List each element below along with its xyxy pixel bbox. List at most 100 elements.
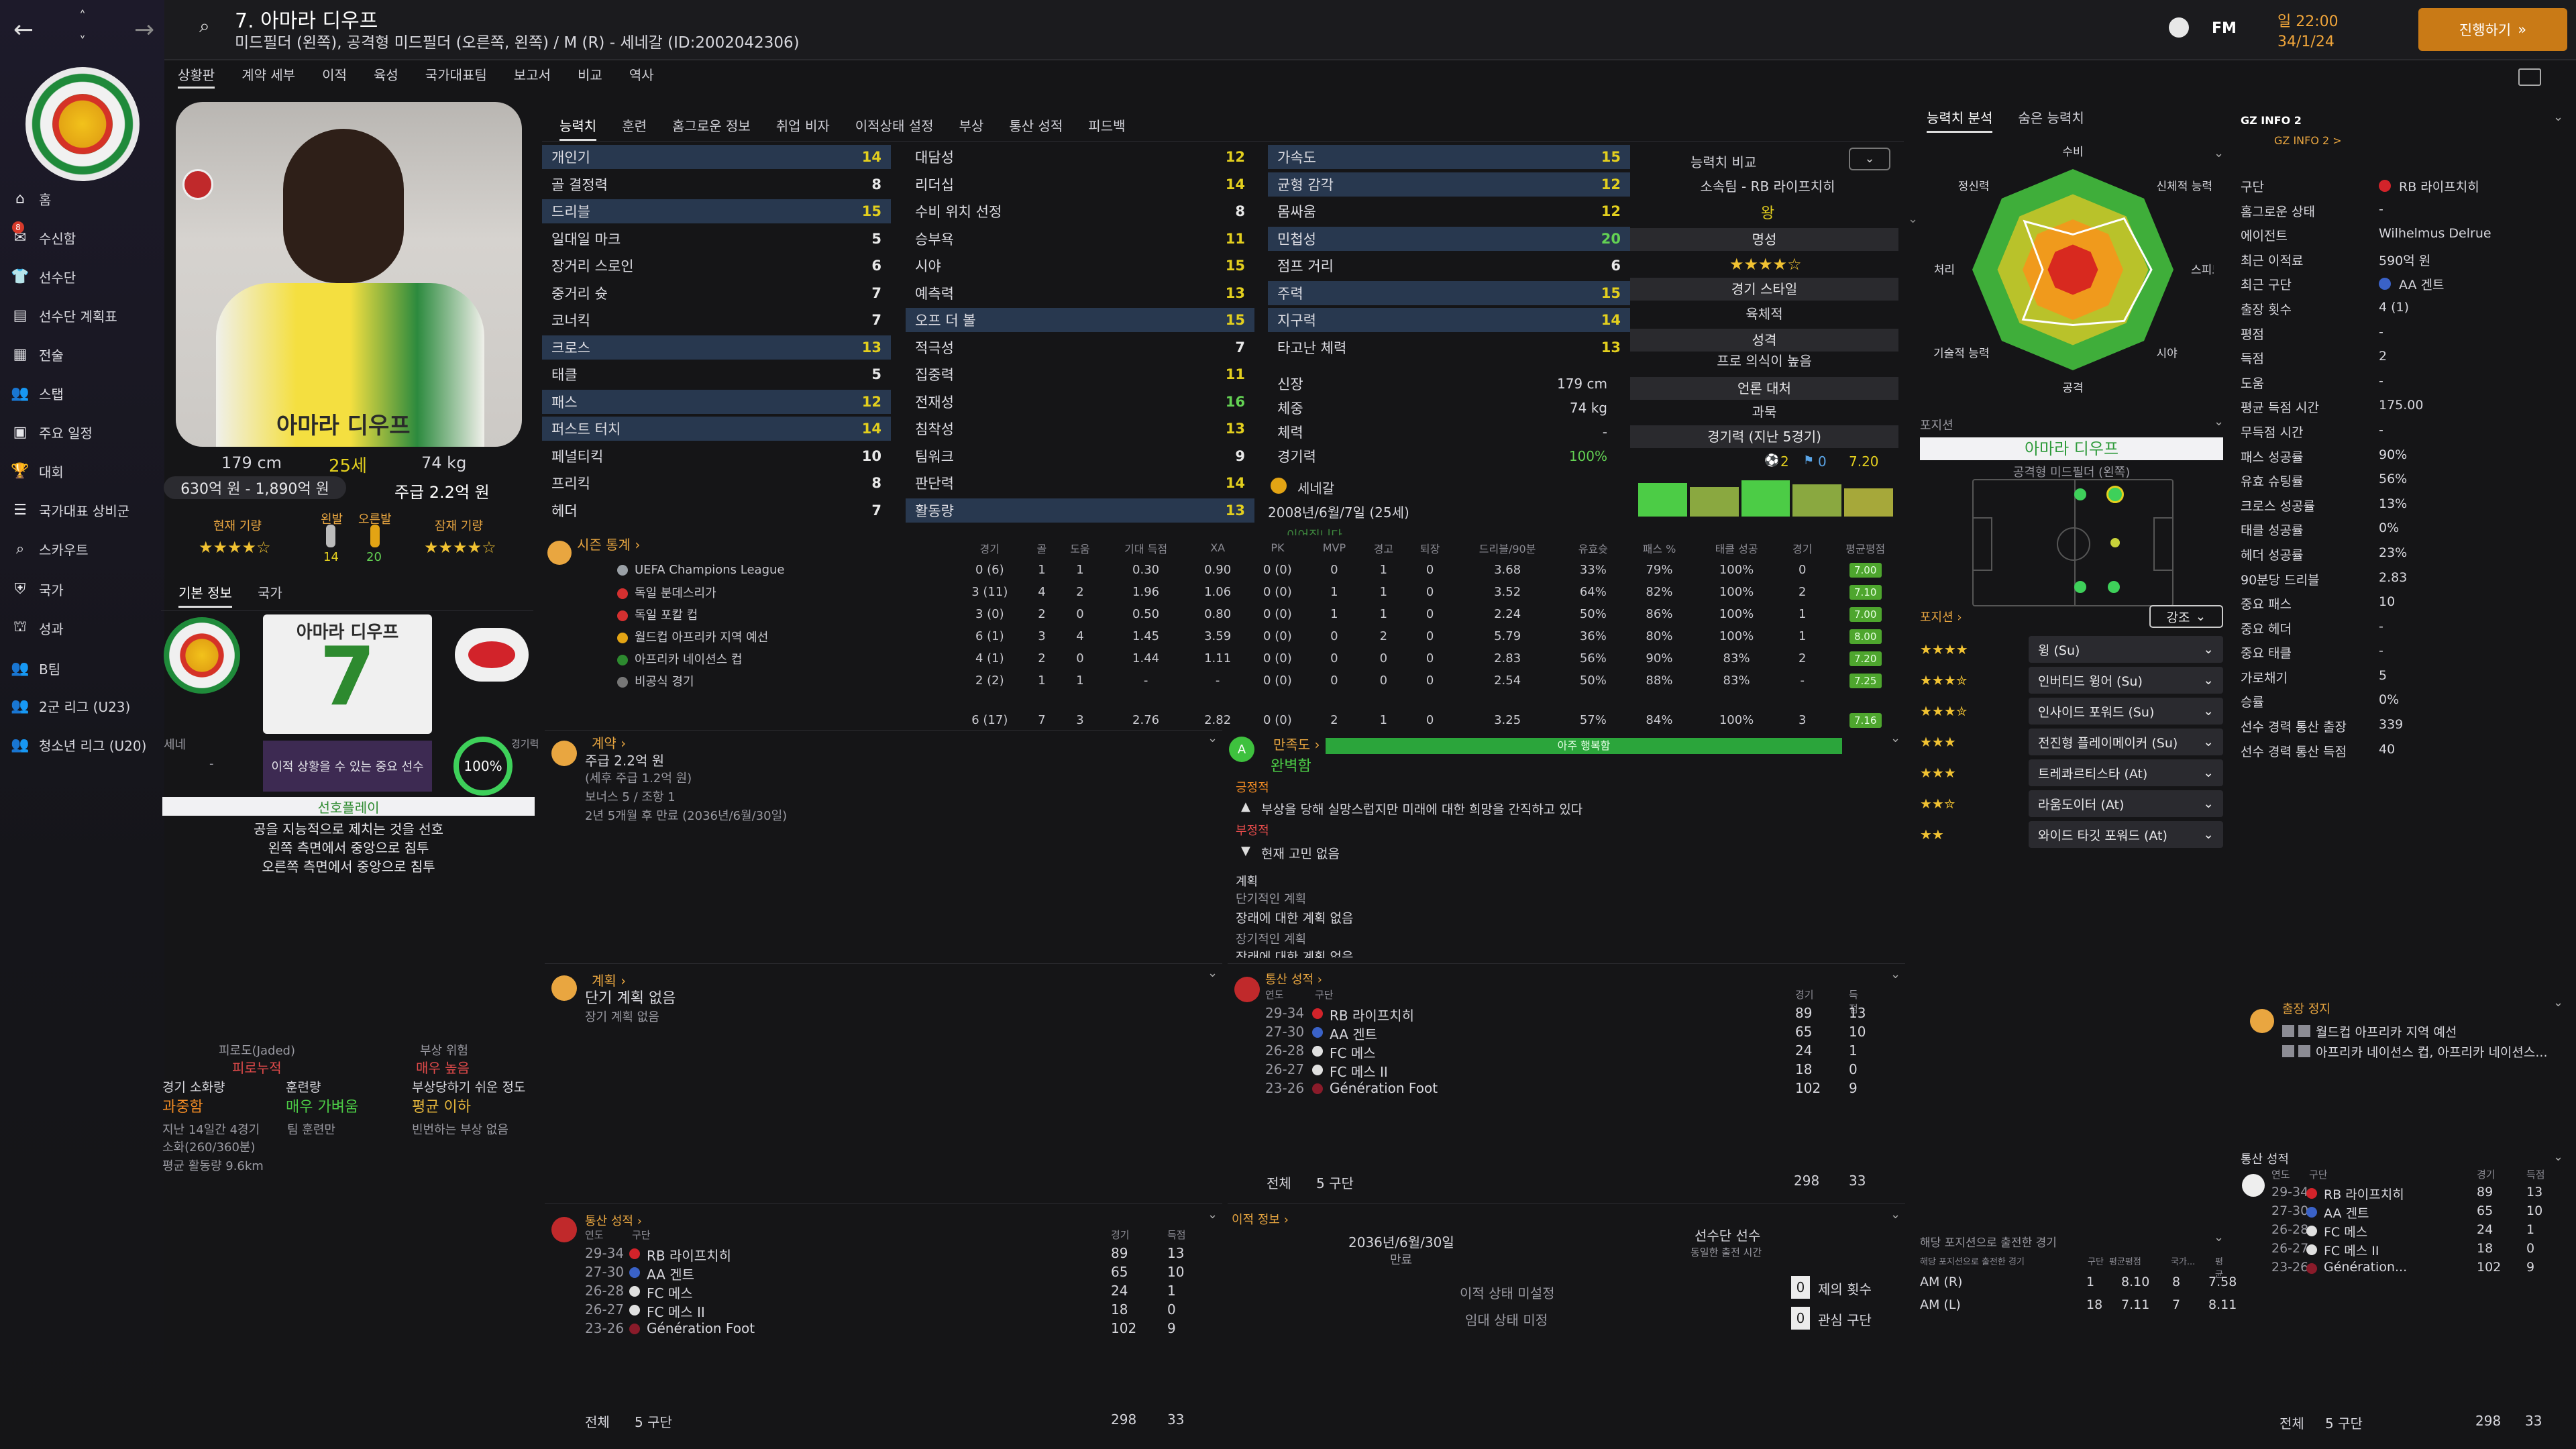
role-dropdown[interactable]: 인사이드 포워드 (Su) ⌄ xyxy=(2029,698,2223,724)
chevron-up-icon[interactable]: ˄ xyxy=(79,8,86,24)
attribute-row[interactable]: 개인기 14 xyxy=(542,145,891,169)
season-header[interactable]: 골 xyxy=(1036,542,1047,555)
career-row[interactable]: 29-34 RB 라이프치히 89 13 xyxy=(1261,1005,1866,1024)
season-header[interactable]: 도움 xyxy=(1070,542,1090,555)
attribute-row[interactable]: 골 결정력 8 xyxy=(542,172,891,197)
sidebar-item-10[interactable]: ⛨ 국가 xyxy=(12,576,160,602)
attribute-row[interactable]: 헤더 7 xyxy=(542,498,891,523)
search-icon[interactable]: ⌕ xyxy=(199,15,210,37)
attribute-row[interactable]: 페널티킥 10 xyxy=(542,444,891,468)
attribute-tab-1[interactable]: 훈련 xyxy=(622,118,647,134)
season-row[interactable]: 비공식 경기 2 (2) 1 1 - - 0 (0) 0 0 0 2.54 50% 88% 83% - 7.2… xyxy=(577,669,1905,692)
season-row[interactable]: 독일 분데스리가 3 (11) 4 2 1.96 1.06 0 (0) 1 1 0 3.52 64% 8… xyxy=(577,581,1905,603)
sidebar-item-13[interactable]: 👥 2군 리그 (U23) xyxy=(11,692,160,719)
menu-item-5[interactable]: 보고서 xyxy=(513,67,551,83)
attribute-row[interactable]: 승부욕 11 xyxy=(906,227,1254,251)
career-row[interactable]: 26-27 FC 메스 II 18 0 xyxy=(584,1301,1201,1320)
tab-hidden-attributes[interactable]: 숨은 능력치 xyxy=(2018,110,2084,126)
season-header[interactable]: 경기 xyxy=(979,542,1000,555)
role-dropdown[interactable]: 라움도이터 (At) ⌄ xyxy=(2029,790,2223,817)
role-dropdown[interactable]: 와이드 타깃 포워드 (At) ⌄ xyxy=(2029,821,2223,848)
plans-title[interactable]: 계획 › xyxy=(592,973,627,989)
sidebar-item-3[interactable]: ▤ 선수단 계획표 xyxy=(12,302,160,329)
tab-attribute-analysis[interactable]: 능력치 분석 xyxy=(1927,107,1993,133)
season-header[interactable]: 패스 % xyxy=(1642,542,1676,555)
sidebar-item-8[interactable]: ☰ 국가대표 상비군 xyxy=(12,496,160,523)
season-header[interactable]: PK xyxy=(1271,541,1285,554)
career-row[interactable]: 27-30 AA 겐트 65 10 xyxy=(584,1264,1201,1283)
gz-chevron[interactable]: ⌄ xyxy=(2553,110,2564,124)
role-row[interactable]: ★★★ 트레콰르티스타 (At) ⌄ xyxy=(1920,758,2223,789)
attribute-row[interactable]: 중거리 슛 7 xyxy=(542,281,891,305)
attribute-row[interactable]: 체력 - xyxy=(1268,420,1617,444)
career-row[interactable]: 27-30 AA 겐트 65 10 xyxy=(2270,1203,2559,1222)
happiness-title[interactable]: 만족도 › xyxy=(1273,737,1320,753)
tab-nation[interactable]: 국가 xyxy=(257,585,282,601)
attribute-tab-0[interactable]: 능력치 xyxy=(559,115,597,141)
attribute-row[interactable]: 침착성 13 xyxy=(906,417,1254,441)
role-dropdown[interactable]: 윙 (Su) ⌄ xyxy=(2029,636,2223,663)
attribute-row[interactable]: 크로스 13 xyxy=(542,335,891,360)
season-header[interactable]: 퇴장 xyxy=(1419,542,1440,555)
sidebar-item-6[interactable]: ▣ 주요 일정 xyxy=(12,419,160,445)
sidebar-item-4[interactable]: ▦ 전술 xyxy=(12,341,160,368)
sidebar-item-1[interactable]: ✉ 수신함 8 xyxy=(12,221,160,251)
menu-item-4[interactable]: 국가대표팀 xyxy=(425,67,487,83)
sidebar-item-7[interactable]: 🏆 대회 xyxy=(11,458,160,484)
attribute-row[interactable]: 드리블 15 xyxy=(542,199,891,223)
season-row[interactable]: 월드컵 아프리카 지역 예선 6 (1) 3 4 1.45 3.59 0 (0) 0 2 0 5.7… xyxy=(577,625,1905,647)
attribute-row[interactable]: 집중력 11 xyxy=(906,362,1254,386)
positions-chevron[interactable]: ⌄ xyxy=(2214,415,2224,429)
role-row[interactable]: ★★★★ 윙 (Su) ⌄ xyxy=(1920,635,2223,665)
role-row[interactable]: ★★✮ 라움도이터 (At) ⌄ xyxy=(1920,789,2223,820)
attribute-row[interactable]: 점프 거리 6 xyxy=(1268,254,1630,278)
attribute-row[interactable]: 활동량 13 xyxy=(906,498,1254,523)
analysis-chevron[interactable]: ⌄ xyxy=(2214,146,2224,160)
attribute-row[interactable]: 수비 위치 선정 8 xyxy=(906,199,1254,223)
attribute-tab-4[interactable]: 이적상태 설정 xyxy=(855,118,934,134)
attribute-row[interactable]: 체중 74 kg xyxy=(1268,396,1617,420)
season-header[interactable]: 경고 xyxy=(1373,542,1394,555)
sidebar-item-14[interactable]: 👥 청소년 리그 (U20) xyxy=(11,731,160,758)
role-row[interactable]: ★★ 와이드 타깃 포워드 (At) ⌄ xyxy=(1920,820,2223,851)
career-row[interactable]: 23-26 Génération... 102 9 xyxy=(2270,1260,2559,1279)
career-row[interactable]: 26-28 FC 메스 24 1 xyxy=(2270,1222,2559,1241)
layout-icon[interactable] xyxy=(2518,68,2541,86)
career-mid-title[interactable]: 통산 성적 › xyxy=(1265,973,1322,987)
season-row[interactable]: 독일 포칼 컵 3 (0) 2 0 0.50 0.80 0 (0) 1 1 0 2.24 50% 86%… xyxy=(577,603,1905,625)
chevron-down-icon[interactable]: ˅ xyxy=(79,34,86,50)
sidebar-item-5[interactable]: 👥 스탭 xyxy=(11,380,160,407)
attribute-tab-2[interactable]: 홈그로운 정보 xyxy=(672,118,751,134)
ball-icon[interactable] xyxy=(2169,17,2189,38)
plans-menu-chevron[interactable]: ⌄ xyxy=(1208,966,1218,980)
sidebar-item-12[interactable]: 👥 B팀 xyxy=(11,655,160,682)
contract-title[interactable]: 계약 › xyxy=(592,735,627,751)
attribute-row[interactable]: 균형 감각 12 xyxy=(1268,172,1630,197)
role-row[interactable]: ★★★✮ 인버티드 윙어 (Su) ⌄ xyxy=(1920,665,2223,696)
attribute-tab-3[interactable]: 취업 비자 xyxy=(775,118,830,134)
attribute-row[interactable]: 코너킥 7 xyxy=(542,308,891,332)
season-header[interactable]: 경기 xyxy=(1792,542,1813,555)
season-header[interactable]: XA xyxy=(1210,541,1226,554)
suspension-chevron[interactable]: ⌄ xyxy=(2553,996,2564,1010)
menu-item-2[interactable]: 이적 xyxy=(322,67,347,83)
attribute-row[interactable]: 퍼스트 터치 14 xyxy=(542,417,891,441)
career-row[interactable]: 26-28 FC 메스 24 1 xyxy=(584,1283,1201,1301)
tab-basic-info[interactable]: 기본 정보 xyxy=(178,582,232,608)
attribute-row[interactable]: 팀워크 9 xyxy=(906,444,1254,468)
forward-button[interactable]: → xyxy=(134,16,155,44)
attribute-row[interactable]: 일대일 마크 5 xyxy=(542,227,891,251)
attribute-row[interactable]: 오프 더 볼 15 xyxy=(906,308,1254,332)
career-left-title[interactable]: 통산 성적 › xyxy=(585,1214,642,1228)
menu-item-3[interactable]: 육성 xyxy=(373,67,398,83)
season-header[interactable]: MVP xyxy=(1322,541,1346,554)
compare-dropdown[interactable]: ⌄ xyxy=(1849,148,1890,170)
attribute-row[interactable]: 패스 12 xyxy=(542,389,891,414)
experience-chevron[interactable]: ⌄ xyxy=(2214,1230,2224,1244)
attribute-row[interactable]: 시야 15 xyxy=(906,254,1254,278)
gz-subtitle[interactable]: GZ INFO 2 > xyxy=(2274,134,2342,147)
back-button[interactable]: ← xyxy=(13,16,34,44)
contract-menu-chevron[interactable]: ⌄ xyxy=(1208,731,1218,745)
stats-toggle-chevron[interactable]: ⌄ xyxy=(1908,212,1919,226)
attribute-row[interactable]: 리더십 14 xyxy=(906,172,1254,197)
